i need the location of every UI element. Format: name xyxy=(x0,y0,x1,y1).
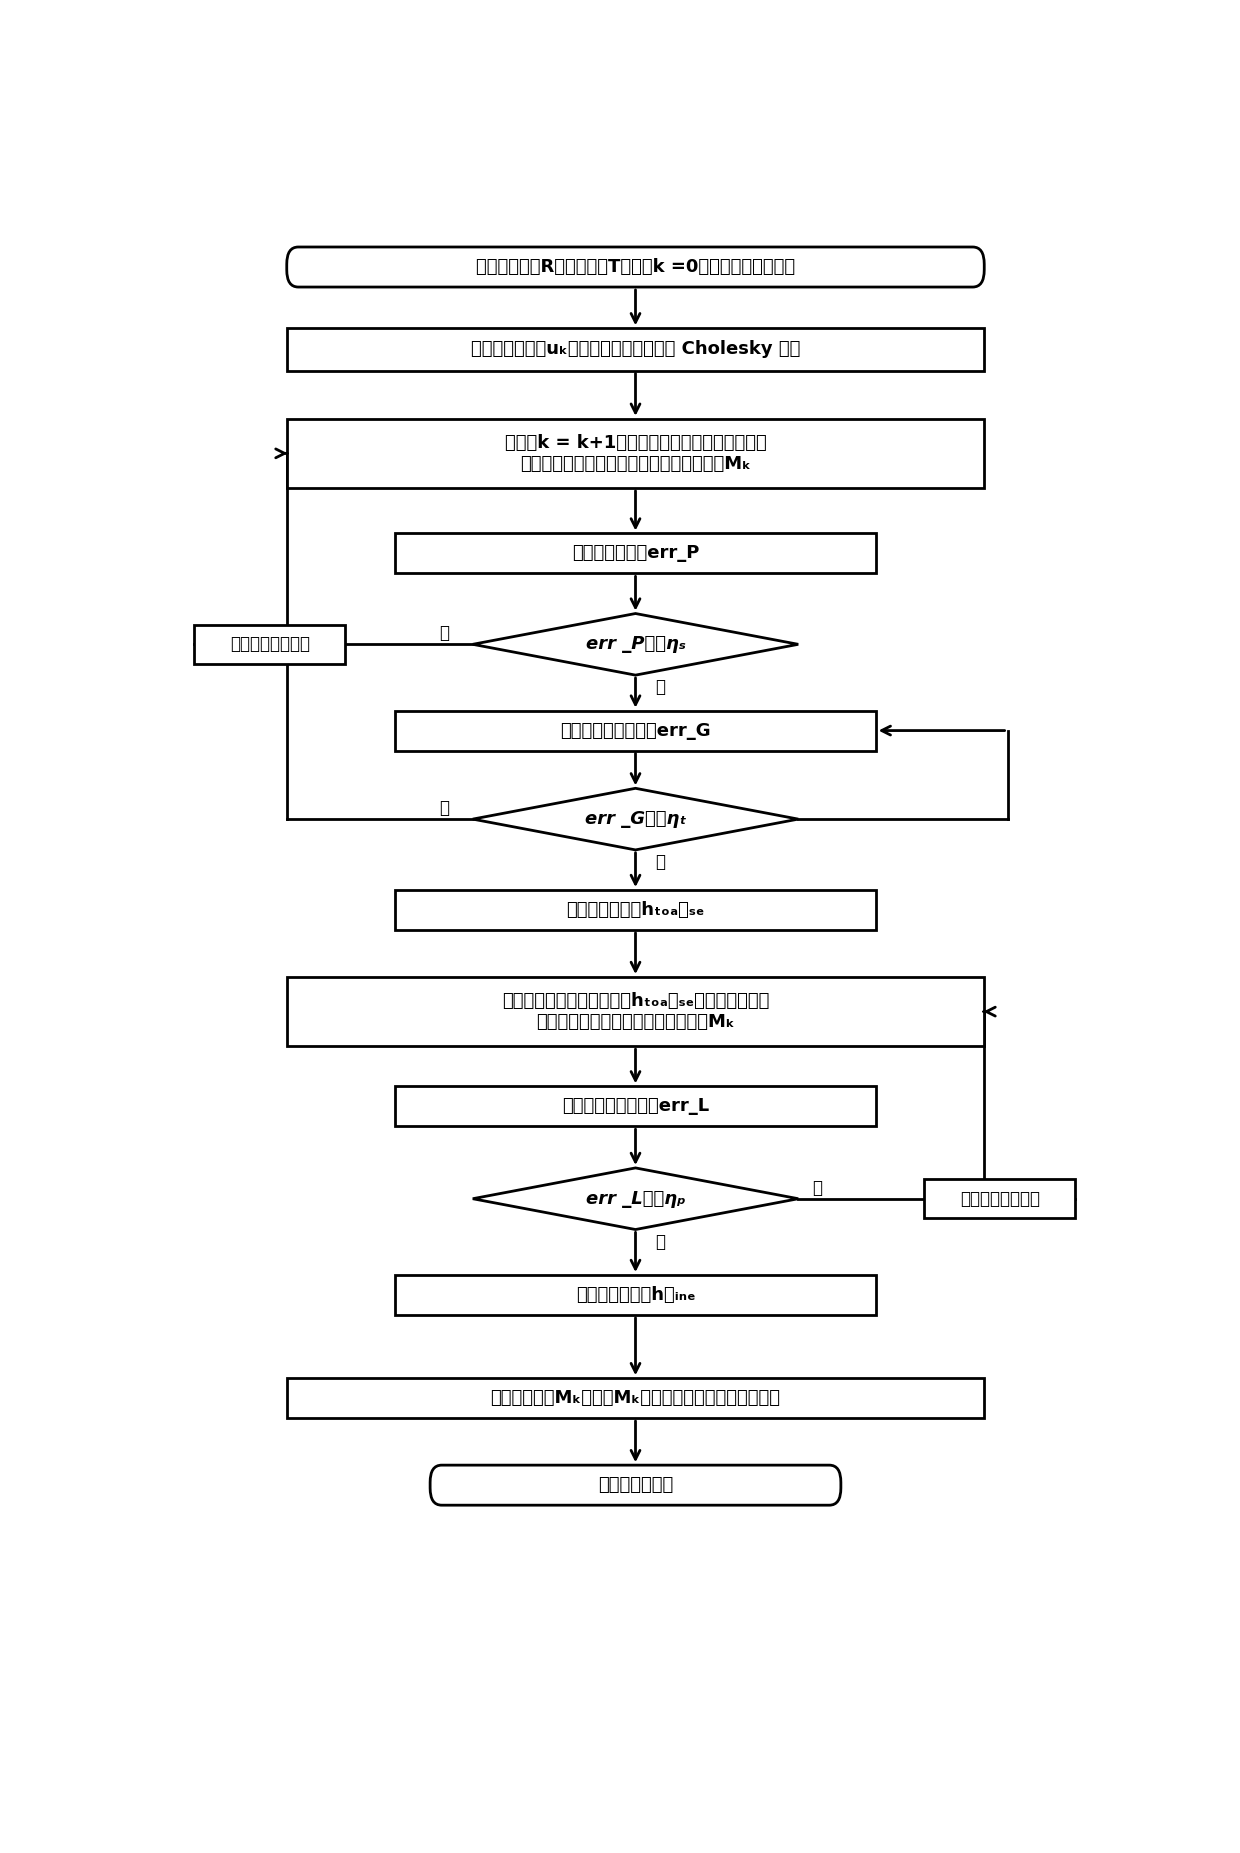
Text: 计算迭代误差值err_P: 计算迭代误差值err_P xyxy=(572,545,699,563)
Text: 计算全局误差估测值err_G: 计算全局误差估测值err_G xyxy=(560,721,711,739)
Text: 置基函数为二阶基函数，在hₜₒₐ⬿ₛₑ上调用预优共轭
梯度算法，计算单元分解系数列向量Mₖ: 置基函数为二阶基函数，在hₜₒₐ⬿ₛₑ上调用预优共轭 梯度算法，计算单元分解系数… xyxy=(502,991,769,1030)
Text: 完成配准，结束: 完成配准，结束 xyxy=(598,1477,673,1494)
Polygon shape xyxy=(472,788,799,851)
Bar xyxy=(924,1180,1075,1217)
Bar xyxy=(195,624,345,663)
Bar xyxy=(396,889,875,930)
Text: err _G大于ηₜ: err _G大于ηₜ xyxy=(585,810,686,828)
Bar xyxy=(286,977,985,1047)
Bar xyxy=(286,328,985,371)
Bar xyxy=(396,710,875,750)
Text: 是: 是 xyxy=(439,624,449,643)
FancyBboxPatch shape xyxy=(430,1466,841,1505)
Text: err _L大于ηₚ: err _L大于ηₚ xyxy=(585,1190,686,1208)
Text: 计算局部误差估测值err_L: 计算局部误差估测值err_L xyxy=(562,1097,709,1116)
Text: 对配准位移向量uₖ的系数矩阵进行不完全 Cholesky 分解: 对配准位移向量uₖ的系数矩阵进行不完全 Cholesky 分解 xyxy=(471,341,800,358)
Text: 得到细尺度空间h₟ᵢₙₑ: 得到细尺度空间h₟ᵢₙₑ xyxy=(575,1286,696,1305)
Polygon shape xyxy=(472,1167,799,1230)
FancyBboxPatch shape xyxy=(286,246,985,287)
Text: 否: 否 xyxy=(655,852,665,871)
Bar xyxy=(286,1379,985,1418)
Bar xyxy=(286,419,985,487)
Text: 得到粗尺度空间hₜₒₐ⬿ₛₑ: 得到粗尺度空间hₜₒₐ⬿ₛₑ xyxy=(567,901,704,919)
Text: 输出系数向量Mₖ，并将Mₖ堆叠展开，得到配准位移向量: 输出系数向量Mₖ，并将Mₖ堆叠展开，得到配准位移向量 xyxy=(491,1390,780,1406)
Text: 是: 是 xyxy=(812,1179,822,1197)
Bar xyxy=(396,1086,875,1127)
Bar xyxy=(396,534,875,573)
Text: 调整尺度空间因子: 调整尺度空间因子 xyxy=(229,636,310,654)
Bar xyxy=(396,1275,875,1316)
Polygon shape xyxy=(472,613,799,674)
Text: 否: 否 xyxy=(655,678,665,697)
Text: 置序标k = k+1，基函数为线性基函数，采用预
优共轭梯度算法，计算单元分解系数列向量Mₖ: 置序标k = k+1，基函数为线性基函数，采用预 优共轭梯度算法，计算单元分解系… xyxy=(505,434,766,473)
Text: 调整尺度空间因子: 调整尺度空间因子 xyxy=(960,1190,1040,1208)
Text: 输入参考图像R和变形图像T，序标k =0，设置迭代实施参数: 输入参考图像R和变形图像T，序标k =0，设置迭代实施参数 xyxy=(476,258,795,276)
Text: 否: 否 xyxy=(655,1232,665,1251)
Text: 是: 是 xyxy=(439,799,449,817)
Text: err _P大于ηₛ: err _P大于ηₛ xyxy=(585,636,686,654)
